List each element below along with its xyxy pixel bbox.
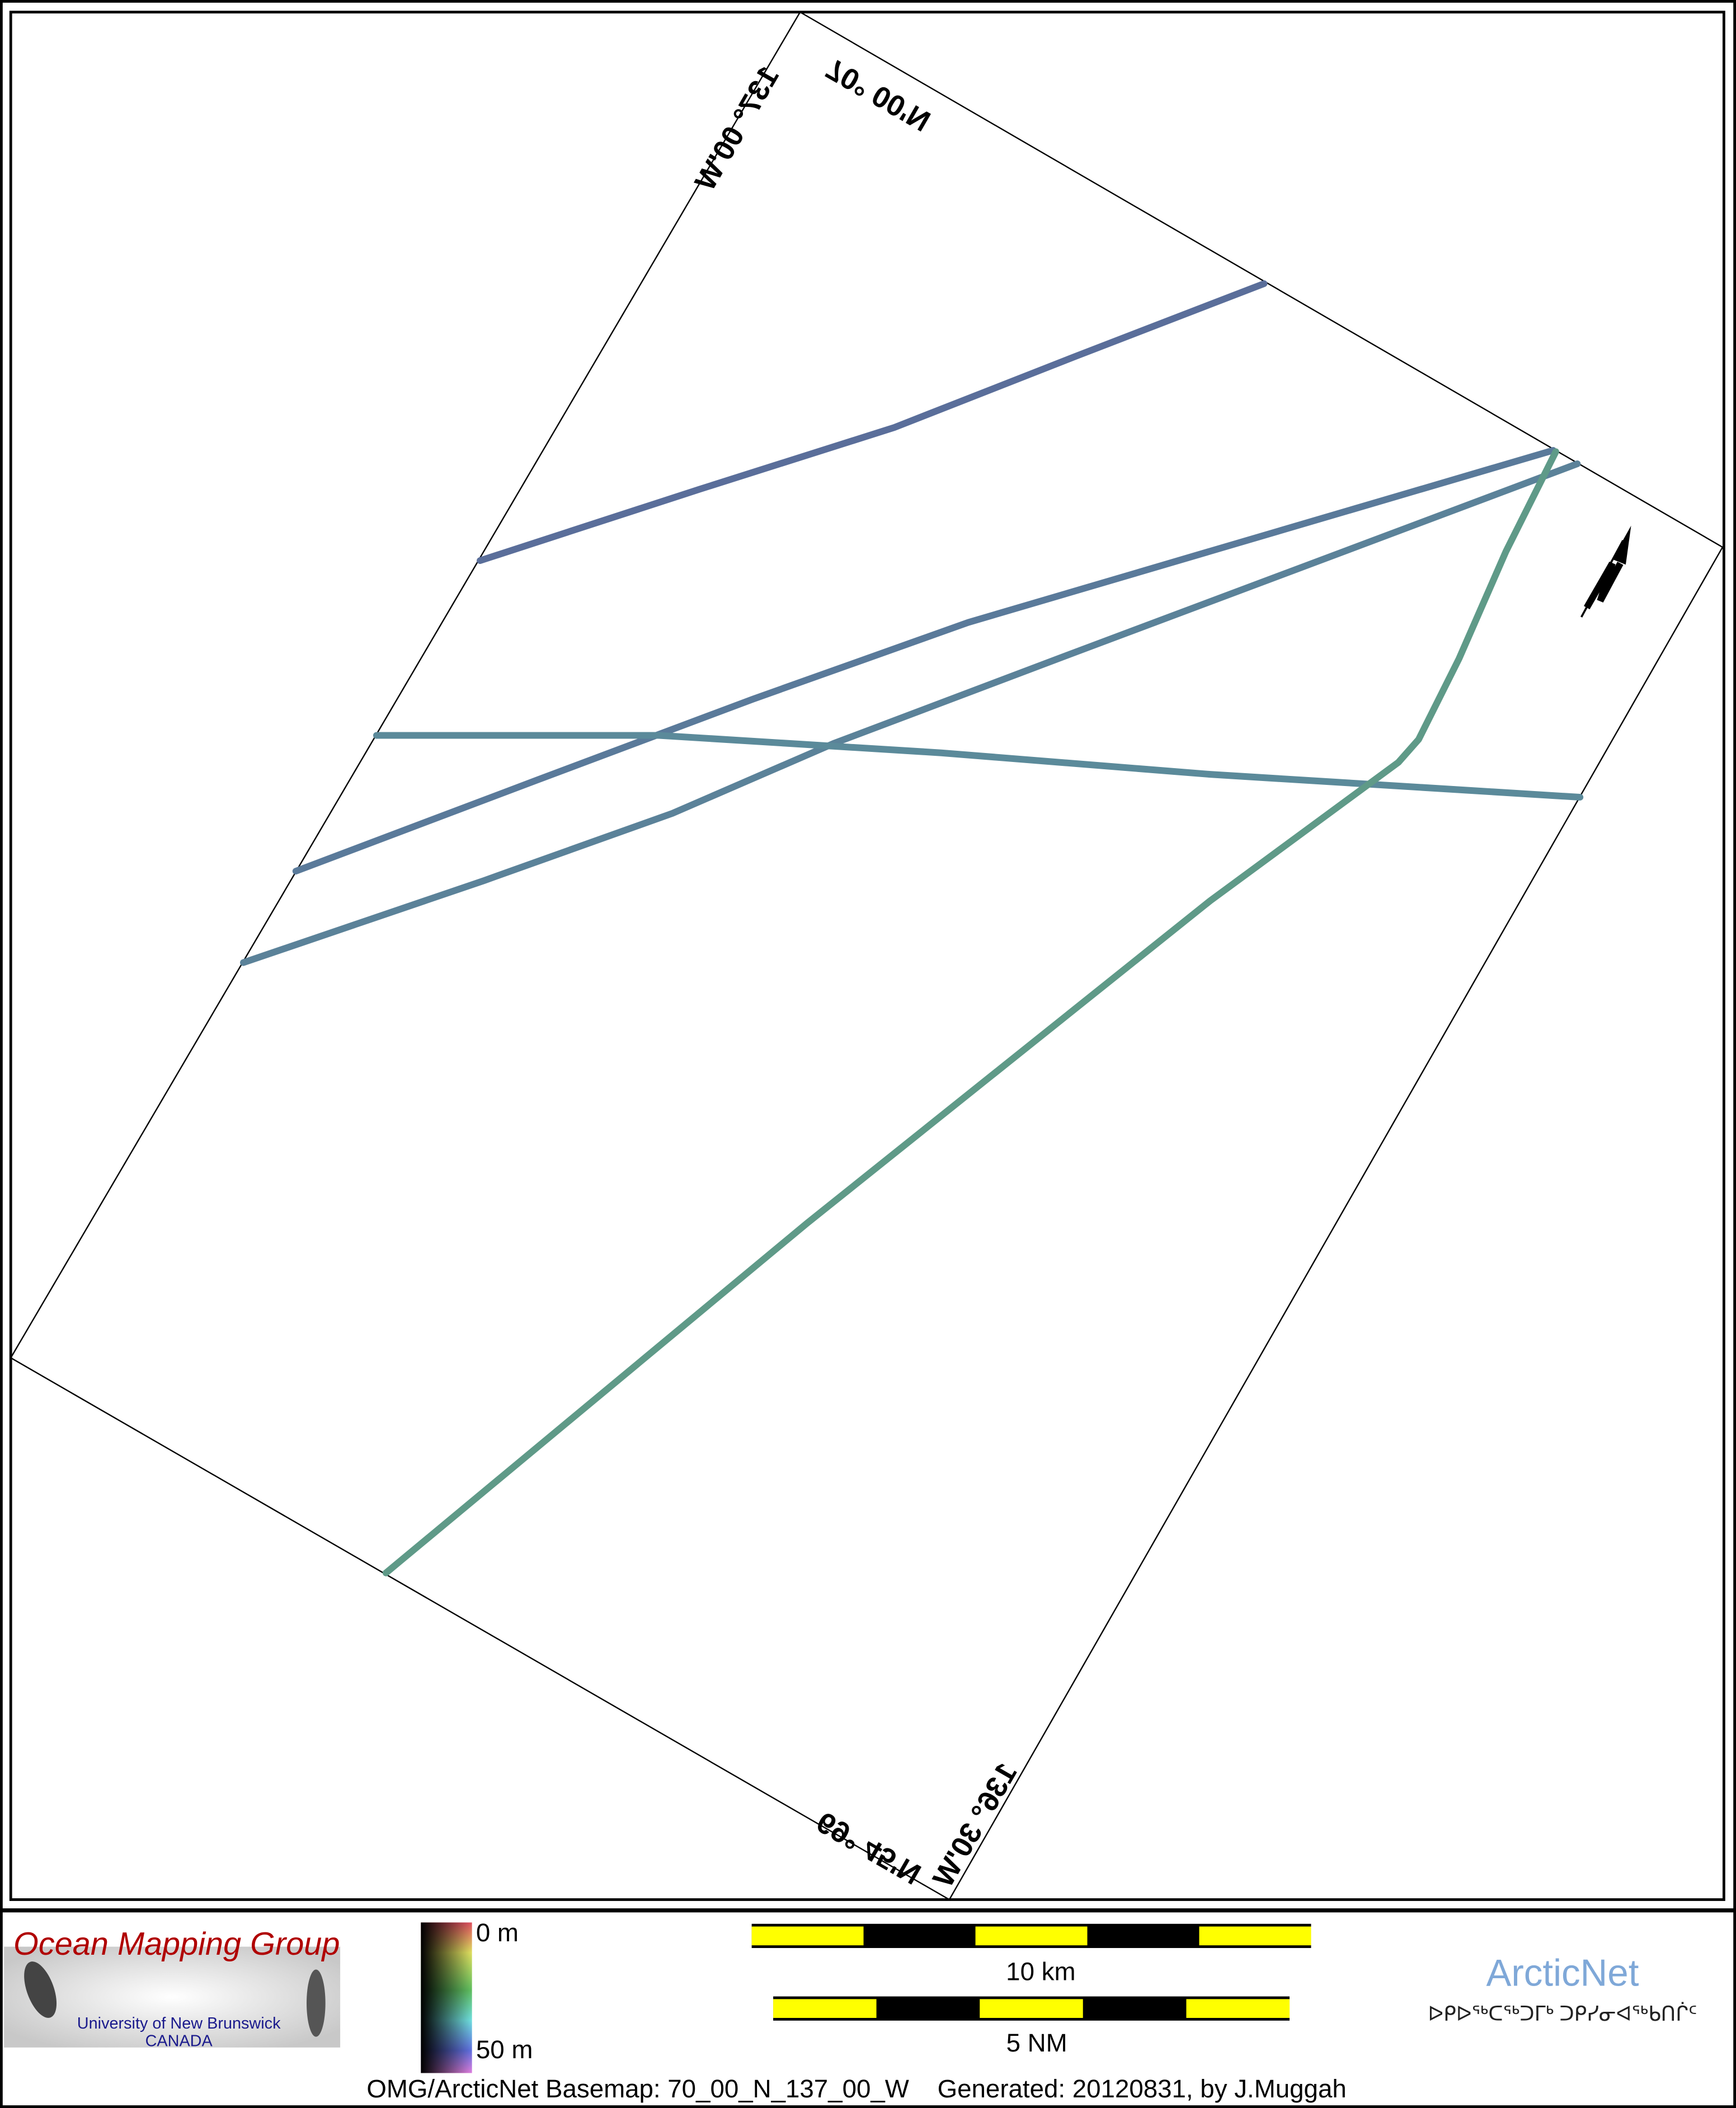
scale-bar-segment [1186,1999,1290,2018]
omg-university: University of New Brunswick [77,2015,281,2032]
scale-bar-km-label: 10 km [1006,1958,1075,1986]
omg-country: CANADA [145,2032,213,2050]
scale-bar-segment [751,1926,864,1946]
arcticnet-syllabics: ᐅᑭᐅᖅᑕᖅᑐᒥᒃ ᑐᑭᓯᓂᐊᖅᑲᑎᒌᑦ [1428,2002,1697,2025]
scale-bar-segment [876,1999,980,2018]
survey-track [382,448,1559,1577]
colorbar-bottom-label: 50 m [476,2035,533,2064]
colorbar-top-label: 0 m [476,1918,519,1947]
map-frame [9,11,1725,1901]
survey-track [292,447,1557,875]
scale-bar-segment [863,1926,976,1946]
survey-track [477,280,1268,564]
north-arrow-icon [1580,525,1631,618]
scale-bar-segment [975,1926,1088,1946]
sheet-boundary [10,11,1724,1901]
omg-logo: Ocean Mapping Group University of New Br… [4,1926,341,2050]
scale-bar-nm-label: 5 NM [1006,2029,1067,2057]
depth-colorbar: 0 m 50 m [421,1918,533,2073]
footer-caption: OMG/ArcticNet Basemap: 70_00_N_137_00_W … [366,2074,1346,2103]
arcticnet-name: ArcticNet [1486,1952,1639,1994]
scale-bar-nm [773,1996,1290,2021]
omg-title: Ocean Mapping Group [13,1926,340,1962]
scale-bar-km [751,1923,1311,1949]
scale-bar-segment [773,1999,877,2018]
survey-track [373,732,1584,801]
scale-bar-segment [1083,1999,1187,2018]
survey-tracks [240,280,1584,1577]
arcticnet-logo: ArcticNet ᐅᑭᐅᖅᑕᖅᑐᒥᒃ ᑐᑭᓯᓂᐊᖅᑲᑎᒌᑦ [1428,1952,1697,2025]
scale-bar-segment [1087,1926,1199,1946]
scale-bar-segment [980,1999,1083,2018]
scale-bar-segment [1199,1926,1311,1946]
